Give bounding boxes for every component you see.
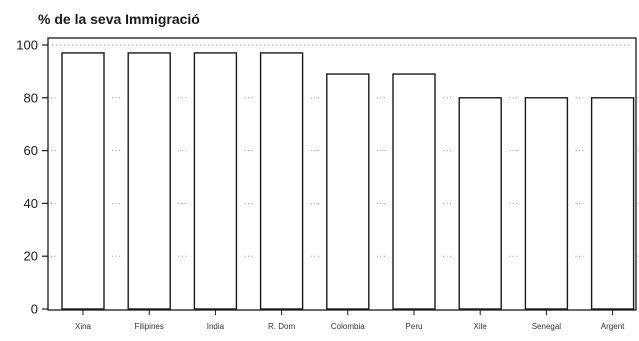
bar bbox=[590, 97, 635, 310]
bar bbox=[326, 73, 370, 310]
x-tick-label: Senegal bbox=[532, 322, 562, 331]
bar bbox=[392, 73, 436, 310]
y-tick-label: 40 bbox=[24, 196, 38, 211]
y-tick-label: 80 bbox=[24, 90, 38, 105]
x-tick-label: Xile bbox=[474, 322, 488, 331]
x-tick-label: Argent bbox=[601, 322, 625, 331]
x-tick-label: R. Dom bbox=[268, 322, 295, 331]
y-tick-label: 100 bbox=[16, 38, 38, 53]
bar bbox=[61, 52, 105, 310]
x-tick-label: India bbox=[207, 322, 225, 331]
chart-title: % de la seva Immigració bbox=[38, 11, 200, 27]
plot-area: 0 20 40 60 80 100 Xina Filipines India R. Dom Colo… bbox=[16, 37, 639, 331]
bar bbox=[259, 52, 304, 310]
x-tick-label: Colombia bbox=[331, 322, 365, 331]
bar bbox=[127, 52, 171, 310]
plot-frame bbox=[47, 37, 637, 311]
x-tick-label: Filipines bbox=[135, 322, 164, 331]
y-tick-label: 0 bbox=[31, 302, 38, 317]
y-tick-label: 20 bbox=[24, 249, 38, 264]
bar bbox=[524, 97, 569, 310]
bar bbox=[193, 52, 238, 310]
bar bbox=[458, 97, 502, 310]
x-tick-label: Peru bbox=[406, 322, 423, 331]
y-tick-label: 60 bbox=[24, 143, 38, 158]
x-tick-label: Xina bbox=[75, 322, 92, 331]
